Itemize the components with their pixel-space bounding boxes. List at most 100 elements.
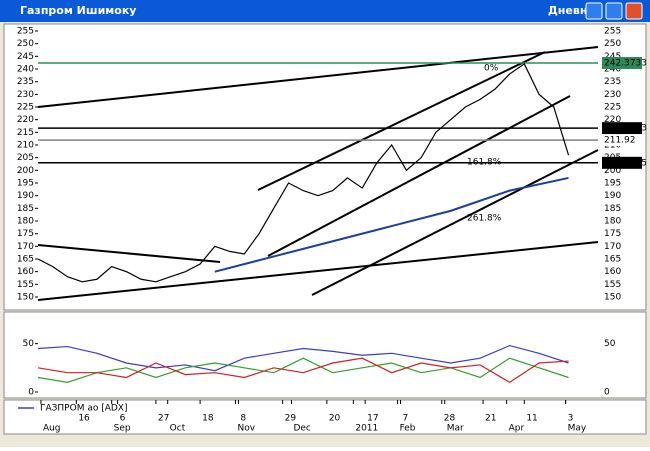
level-label: 202.9705 <box>604 158 647 168</box>
y-tick-label-right: 155 <box>604 280 621 290</box>
y-tick-label: 200 <box>17 166 34 176</box>
title-bg <box>0 0 650 22</box>
series-line <box>37 63 570 283</box>
y-tick-label-right: 175 <box>604 229 621 239</box>
y-tick-label: 235 <box>17 77 34 87</box>
level-label: 211.92 <box>604 136 636 146</box>
level-tag <box>602 156 642 169</box>
y-tick-label: 165 <box>17 255 34 265</box>
y-tick-label-right: 250 <box>604 39 621 49</box>
y-tick-label-right: 160 <box>604 267 621 277</box>
trend-line <box>267 95 571 257</box>
level-tag <box>602 122 642 135</box>
y-tick-label-right: 50 <box>604 339 616 349</box>
main-pane <box>3 23 647 311</box>
y-tick-label-right: 225 <box>604 103 621 113</box>
trend-line <box>257 51 546 191</box>
trend-line <box>37 46 599 108</box>
x-tick-label: 28 <box>444 414 456 424</box>
legend-label: ГАЗПРОМ ао [ADX] <box>40 404 127 414</box>
y-tick-label: 220 <box>17 115 34 125</box>
y-tick-label: 185 <box>17 204 34 214</box>
y-tick-label: 50 <box>23 339 35 349</box>
x-tick-label: 16 <box>78 414 90 424</box>
x-month-label: Sep <box>114 424 131 434</box>
y-tick-label: 190 <box>17 191 34 201</box>
close[interactable] <box>625 2 643 20</box>
x-month-label: Oct <box>170 424 186 434</box>
x-month-label: Feb <box>400 424 416 434</box>
y-tick-label-right: 165 <box>604 255 621 265</box>
y-tick-label: 155 <box>17 280 34 290</box>
y-tick-label: 0 <box>28 388 34 398</box>
x-tick-label: 21 <box>485 414 496 424</box>
y-tick-label: 250 <box>17 39 34 49</box>
y-tick-label: 240 <box>17 65 34 75</box>
x-month-label: Apr <box>509 424 525 434</box>
y-tick-label-right: 200 <box>604 166 621 176</box>
x-month-label: Aug <box>43 424 61 434</box>
series-line <box>37 344 569 372</box>
y-tick-label-right: 0 <box>604 388 610 398</box>
y-tick-label-right: 195 <box>604 179 621 189</box>
maximize[interactable] <box>605 2 623 20</box>
y-tick-label-right: 230 <box>604 90 621 100</box>
x-tick-label: 6 <box>120 414 126 424</box>
y-tick-label: 150 <box>17 293 34 303</box>
x-tick-label: 11 <box>526 414 537 424</box>
level-tag <box>602 134 642 147</box>
level-tag <box>602 56 642 69</box>
x-tick-label: 20 <box>329 414 341 424</box>
y-tick-label-right: 185 <box>604 204 621 214</box>
y-tick-label: 225 <box>17 103 34 113</box>
series-line <box>37 357 569 384</box>
y-tick-label: 245 <box>17 52 34 62</box>
x-month-label: 2011 <box>355 424 378 434</box>
y-tick-label-right: 220 <box>604 115 621 125</box>
y-tick-label: 195 <box>17 179 34 189</box>
x-month-label: Mar <box>447 424 464 434</box>
x-tick-label: 18 <box>202 414 214 424</box>
y-tick-label: 205 <box>17 153 34 163</box>
x-tick-label: 27 <box>158 414 169 424</box>
y-tick-label: 170 <box>17 242 34 252</box>
trend-line <box>311 149 599 296</box>
fib-label: 0% <box>484 64 499 74</box>
x-axis-pane <box>3 399 647 435</box>
x-tick-label: 29 <box>285 414 297 424</box>
y-tick-label-right: 255 <box>604 27 621 37</box>
y-tick-label: 215 <box>17 128 34 138</box>
x-month-label: Dec <box>293 424 310 434</box>
y-tick-label-right: 170 <box>604 242 621 252</box>
window-title: Газпром Ишимоку <box>20 4 136 17</box>
fib-label: 161.8% <box>467 158 502 168</box>
level-label: 216.6403 <box>604 124 647 134</box>
x-tick-label: 8 <box>240 414 246 424</box>
x-tick-label: 17 <box>367 414 378 424</box>
x-month-label: May <box>568 424 587 434</box>
trend-line <box>37 244 221 263</box>
series-line <box>214 176 569 273</box>
y-tick-label: 255 <box>17 27 34 37</box>
y-tick-label: 180 <box>17 217 34 227</box>
y-tick-label-right: 240 <box>604 65 621 75</box>
adx-pane <box>3 311 647 399</box>
x-month-label: Nov <box>237 424 255 434</box>
y-tick-label-right: 190 <box>604 191 621 201</box>
y-tick-label-right: 235 <box>604 77 621 87</box>
level-label: 242.3733 <box>604 58 647 68</box>
y-tick-label: 160 <box>17 267 34 277</box>
x-tick-label: 3 <box>568 414 574 424</box>
y-tick-label-right: 180 <box>604 217 621 227</box>
series-line <box>37 357 569 383</box>
fib-label: 261.8% <box>467 214 502 224</box>
title-bar: Газпром Ишимоку Дневной <box>0 0 650 22</box>
y-tick-label-right: 150 <box>604 293 621 303</box>
y-tick-label: 230 <box>17 90 34 100</box>
x-tick-label: 7 <box>403 414 409 424</box>
minimize[interactable] <box>585 2 603 20</box>
trend-line <box>37 241 599 301</box>
y-tick-label: 175 <box>17 229 34 239</box>
